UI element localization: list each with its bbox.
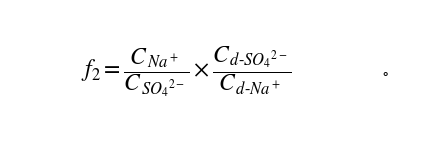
Text: $\circ$: $\circ$ [382,65,388,79]
Text: $f_2 = \dfrac{C_{\,Na^+}}{C_{\,SO_4{}^{2-}}} \times \dfrac{C_{\,d\text{-}SO_4{}^: $f_2 = \dfrac{C_{\,Na^+}}{C_{\,SO_4{}^{2… [81,45,291,99]
